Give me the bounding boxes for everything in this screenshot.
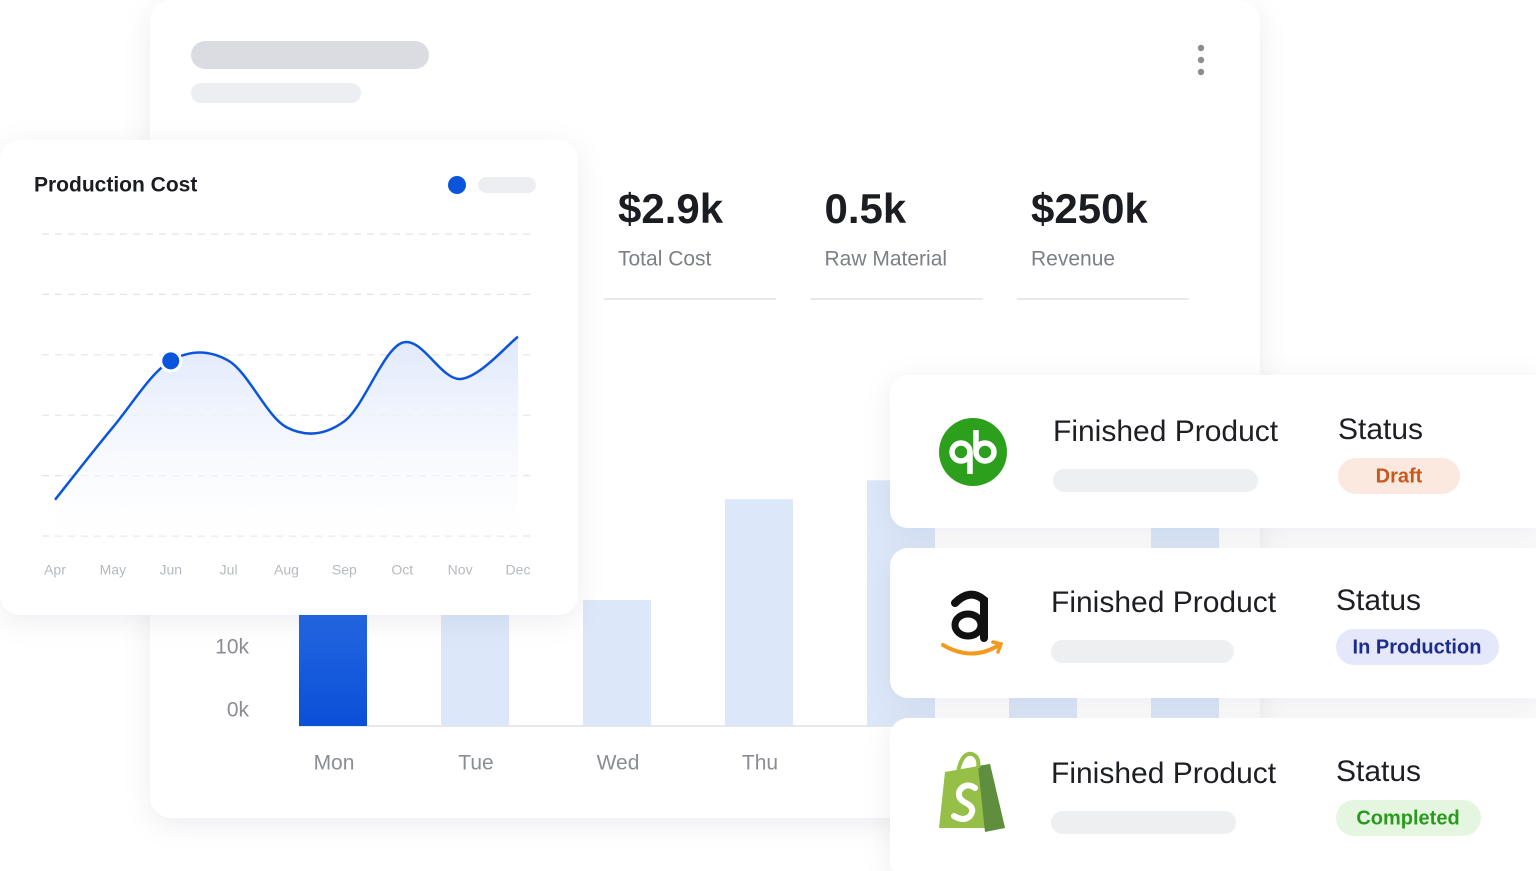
x-tick-label: Nov: [448, 562, 473, 578]
status-label: Status: [1336, 755, 1421, 788]
amazon-logo: [941, 590, 1004, 656]
x-tick-label: Oct: [391, 562, 413, 578]
kpi-row: $2.9k Total Cost 0.5k Raw Material $250k Reve…: [604, 185, 1189, 300]
quickbooks-logo: [939, 418, 1007, 486]
x-tick-label: Dec: [506, 562, 531, 578]
bar: [583, 600, 651, 726]
x-tick-label: May: [100, 562, 126, 578]
product-card[interactable]: Finished Product Status Completed: [890, 718, 1536, 871]
x-tick-label: Tue: [458, 752, 493, 775]
highlight-point: [159, 349, 183, 373]
status-text: Completed: [1356, 807, 1459, 829]
x-tick-label: Sep: [332, 562, 357, 578]
product-title: Finished Product: [1051, 586, 1277, 619]
x-tick-label: Thu: [742, 752, 778, 775]
x-tick-label: Wed: [597, 752, 640, 775]
kpi-value: 0.5k: [825, 185, 907, 232]
kpi-label: Revenue: [1031, 248, 1115, 271]
chart-title: Production Cost: [34, 174, 197, 197]
kpi-label: Total Cost: [618, 248, 712, 271]
skeleton: [1051, 811, 1236, 834]
line-card: Production Cost Apr May Jun Jul Aug Sep Oct Nov…: [0, 140, 578, 615]
product-title: Finished Product: [1051, 757, 1277, 790]
x-tick-label: Apr: [44, 562, 66, 578]
status-label: Status: [1336, 584, 1421, 617]
status-text: In Production: [1353, 636, 1482, 658]
kpi-label: Raw Material: [825, 248, 948, 271]
skeleton: [191, 41, 429, 69]
x-tick-label: Mon: [314, 752, 355, 775]
x-tick-label: Aug: [274, 562, 299, 578]
skeleton: [478, 177, 536, 193]
product-card[interactable]: Finished Product Status In Production: [890, 548, 1536, 698]
product-list: Finished Product Status Draft Finished P…: [890, 375, 1536, 871]
x-tick-label: Jul: [220, 562, 238, 578]
legend-dot: [448, 176, 466, 194]
skeleton: [1053, 469, 1258, 492]
line-chart: Apr May Jun Jul Aug Sep Oct Nov Dec: [42, 233, 536, 578]
skeleton: [1051, 640, 1234, 663]
status-badge: [1338, 458, 1460, 494]
kpi-value: $2.9k: [618, 185, 724, 232]
status-badge: [1336, 629, 1499, 665]
product-title: Finished Product: [1053, 415, 1279, 448]
product-card[interactable]: Finished Product Status Draft: [890, 375, 1536, 528]
shopify-logo: [939, 751, 1005, 832]
line: [54, 335, 519, 501]
line-area: [55, 336, 518, 536]
menu-dots[interactable]: [1197, 44, 1205, 76]
x-tick-label: Jun: [159, 562, 182, 578]
status-text: Draft: [1376, 465, 1423, 487]
kpi-value: $250k: [1031, 185, 1148, 232]
bar: [725, 499, 793, 726]
status-badge: [1336, 800, 1481, 836]
skeleton: [191, 83, 361, 103]
y-tick-label: 0k: [227, 699, 250, 722]
y-tick-label: 10k: [215, 636, 249, 659]
status-label: Status: [1338, 413, 1423, 446]
